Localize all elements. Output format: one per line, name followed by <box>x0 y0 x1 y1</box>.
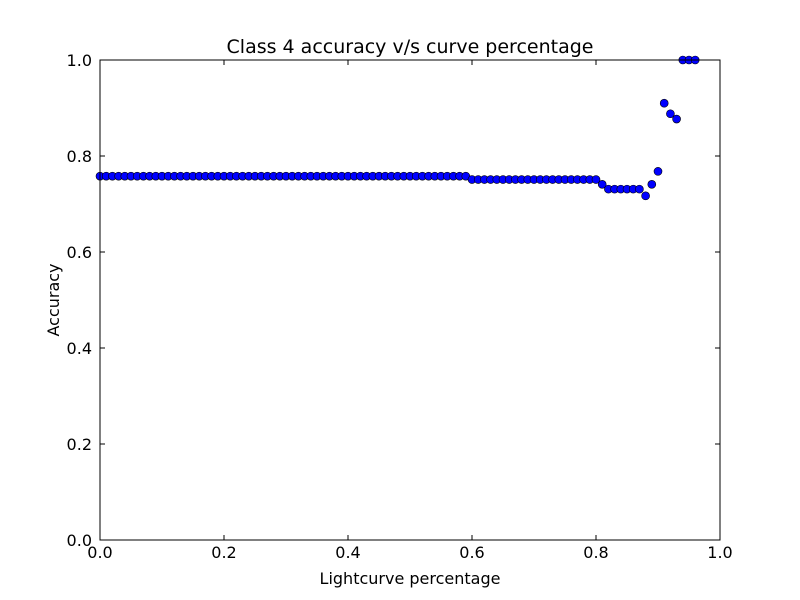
x-tick-label: 0.2 <box>211 543 236 562</box>
x-tick-label: 0.0 <box>87 543 112 562</box>
data-point <box>666 109 675 119</box>
x-axis: 0.0 0.2 0.4 0.6 0.8 1.0 <box>87 60 733 562</box>
data-points <box>95 55 700 201</box>
data-point <box>597 180 607 189</box>
y-tick-label: 0.0 <box>67 531 92 550</box>
y-tick-label: 1.0 <box>67 51 92 70</box>
x-tick-label: 0.6 <box>459 543 484 562</box>
y-axis-title: Accuracy <box>44 263 63 336</box>
data-point <box>647 180 657 189</box>
chart-title: Class 4 accuracy v/s curve percentage <box>227 36 594 58</box>
data-point <box>653 167 663 176</box>
y-tick-label: 0.6 <box>67 243 92 262</box>
data-point <box>659 98 669 108</box>
data-point <box>591 175 601 184</box>
plot-area-frame <box>99 59 721 541</box>
data-point <box>635 184 644 194</box>
y-tick-label: 0.8 <box>67 147 92 166</box>
x-tick-label: 0.8 <box>583 543 608 562</box>
x-tick-label: 1.0 <box>707 543 732 562</box>
y-tick-label: 0.2 <box>67 435 92 454</box>
data-point <box>672 114 681 124</box>
x-tick-label: 0.4 <box>335 543 360 562</box>
data-point <box>641 191 650 201</box>
x-axis-title: Lightcurve percentage <box>320 569 501 588</box>
y-axis: 0.0 0.2 0.4 0.6 0.8 1.0 <box>67 51 720 550</box>
y-tick-label: 0.4 <box>67 339 92 358</box>
